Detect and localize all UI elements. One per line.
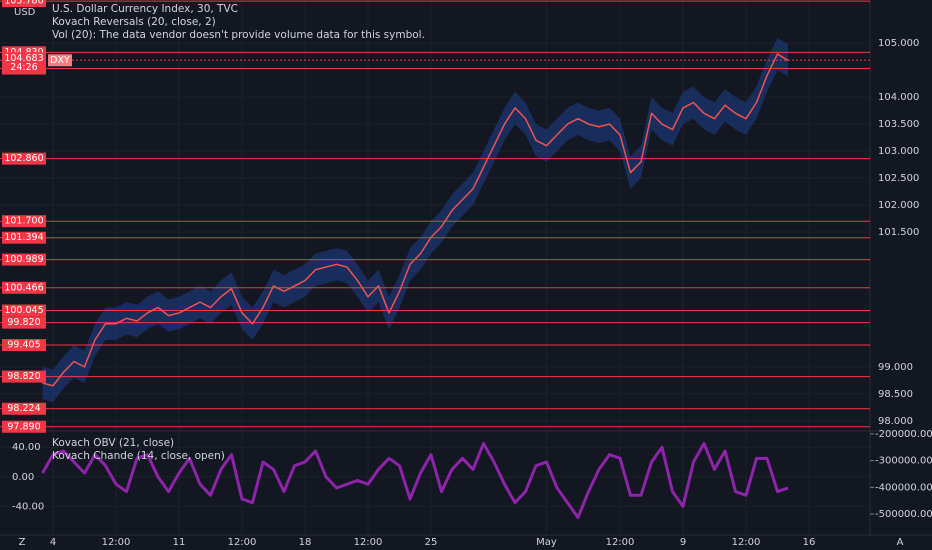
level-label: 105.780 [4, 0, 43, 7]
time-label: 16 [803, 537, 816, 548]
level-label: 101.700 [4, 216, 43, 227]
level-label: 98.820 [7, 371, 40, 382]
level-tag [2, 420, 46, 433]
level-tag [2, 0, 46, 8]
level-tag [2, 253, 46, 266]
indicator-legend: Vol (20): The data vendor doesn't provid… [52, 29, 425, 41]
pane-legend: Kovach Chande (14, close, open) [52, 450, 225, 462]
series-line [41, 442, 789, 519]
level-tag [2, 370, 46, 383]
symbol-tag [48, 54, 72, 67]
last-price: 104.683 [4, 53, 43, 64]
osc-tick-label: -40.00 [12, 501, 44, 512]
level-label: 97.890 [7, 421, 40, 432]
level-tag [2, 231, 46, 244]
price-tick-label: 98.500 [878, 389, 913, 400]
price-tick-label: 102.000 [878, 200, 919, 211]
time-label: 4 [50, 537, 56, 548]
level-tag [2, 281, 46, 294]
level-label: 100.466 [4, 282, 43, 293]
level-tag [2, 402, 46, 415]
time-label: 9 [680, 537, 686, 548]
level-label: 98.224 [7, 403, 40, 414]
obv-tick-label: -500000.000 [875, 509, 932, 520]
series-line [42, 53, 789, 387]
price-tick-label: 105.000 [878, 38, 919, 49]
price-tick-label: 103.000 [878, 146, 919, 157]
time-label: 12:00 [102, 537, 131, 548]
level-tag [2, 316, 46, 329]
level-tag [2, 215, 46, 228]
price-tick-label: 102.500 [878, 173, 919, 184]
level-label: 100.989 [4, 254, 43, 265]
last-price-box [2, 52, 46, 72]
time-label: 25 [425, 537, 438, 548]
time-label: May [536, 537, 557, 548]
level-tag [2, 152, 46, 165]
obv-tick-label: -300000.000 [875, 456, 932, 467]
price-tick-label: 103.500 [878, 119, 919, 130]
level-tag [2, 339, 46, 352]
price-tick-label: 104.000 [878, 92, 919, 103]
level-label: 99.405 [7, 340, 40, 351]
chart-title: U.S. Dollar Currency Index, 30, TVC [52, 3, 238, 15]
price-tick-label: 101.500 [878, 227, 919, 238]
price-tick-label: 98.000 [878, 416, 913, 427]
obv-tick-label: -400000.000 [875, 482, 932, 493]
indicator-legend: Kovach Reversals (20, close, 2) [52, 16, 216, 28]
time-label: 12:00 [228, 537, 257, 548]
level-label: 102.860 [4, 153, 43, 164]
time-label: 12:00 [354, 537, 383, 548]
level-tag [2, 304, 46, 317]
symbol: DXY [50, 55, 70, 66]
obv-tick-label: -200000.000 [875, 429, 932, 440]
time-label: 12:00 [606, 537, 635, 548]
osc-tick-label: 0.00 [12, 472, 34, 483]
osc-tick-label: 40.00 [12, 442, 41, 453]
level-label: 100.045 [4, 305, 43, 316]
time-label: 12:00 [732, 537, 761, 548]
control-button[interactable]: A [897, 537, 904, 548]
countdown: 24:26 [10, 62, 37, 73]
time-label: 11 [173, 537, 186, 548]
currency: USD [14, 7, 36, 18]
time-label: 18 [299, 537, 312, 548]
channel-band [42, 37, 788, 402]
pane-legend: Kovach OBV (21, close) [52, 437, 174, 449]
level-label: 99.820 [7, 317, 40, 328]
price-tick-label: 99.000 [878, 362, 913, 373]
level-label: 101.394 [4, 232, 43, 243]
control-button[interactable]: Z [19, 537, 26, 548]
